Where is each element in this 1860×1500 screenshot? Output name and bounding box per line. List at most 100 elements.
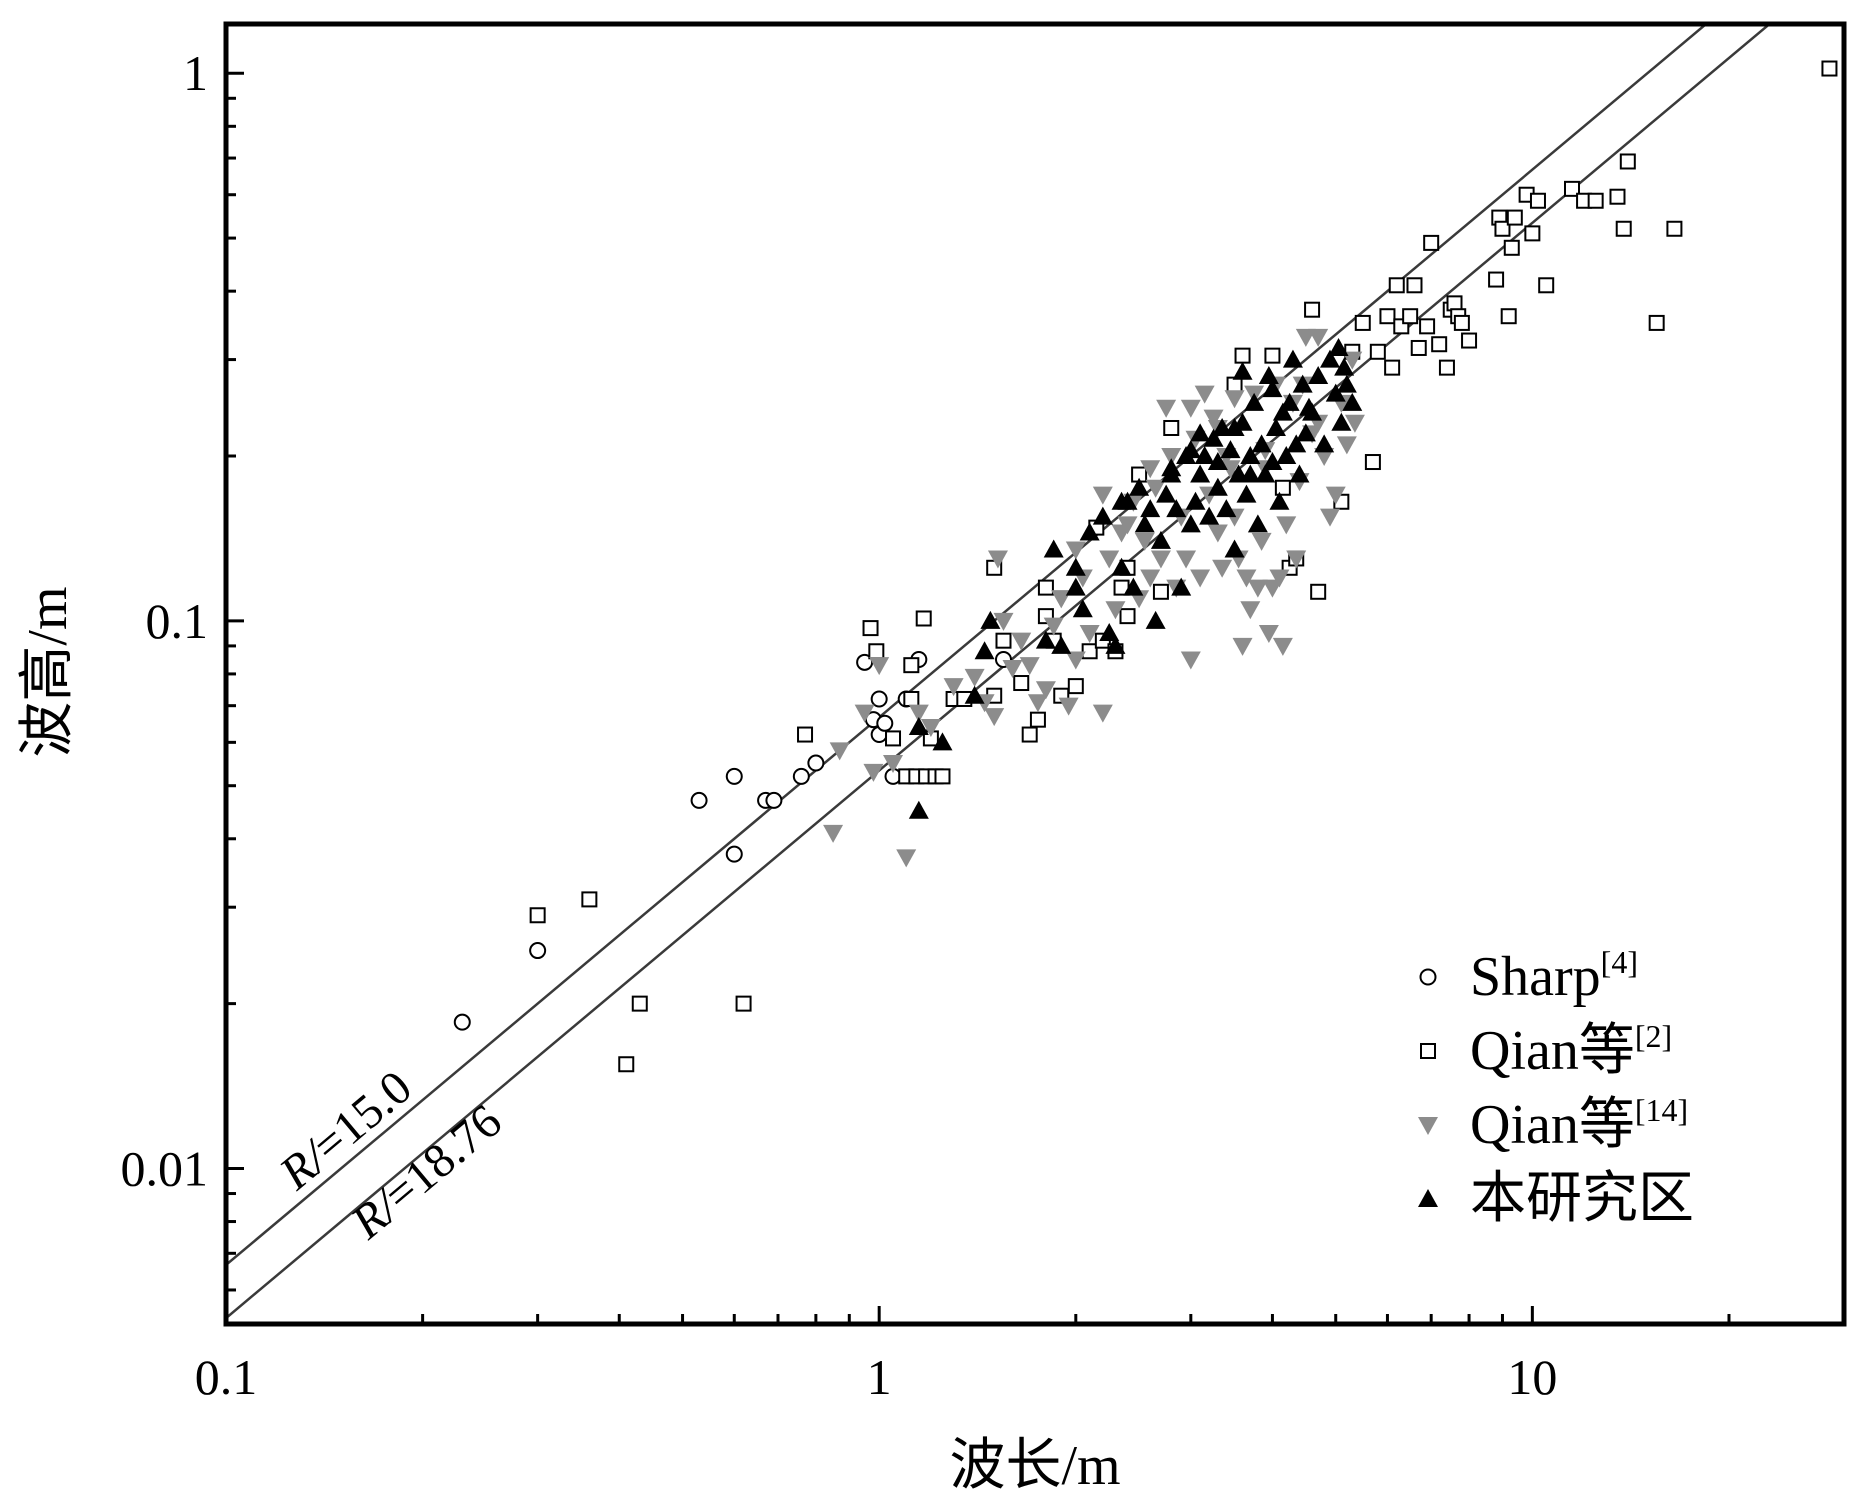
data-point-series-2 [1079,625,1100,644]
data-point-series-3 [1092,506,1113,525]
data-point-series-3 [1220,440,1241,459]
data-point-series-3 [1224,417,1245,436]
data-point-series-3 [1111,557,1132,576]
data-point-series-1 [1615,220,1632,237]
data-point-series-2 [908,704,929,723]
data-point-series-3 [1051,635,1072,654]
data-point-series-3 [1308,365,1329,384]
data-point-series-2 [1236,569,1257,588]
data-point-series-3 [1161,458,1182,477]
data-point-series-0 [792,767,810,785]
data-point-series-2 [1251,532,1272,551]
data-point-series-3 [1099,623,1120,642]
data-point-series-1 [581,891,598,908]
data-point-series-3 [1286,434,1307,453]
data-point-series-1 [1013,675,1030,692]
data-point-series-2 [1212,559,1233,578]
data-point-series-0 [807,754,825,772]
data-point-series-0 [453,1013,471,1031]
data-point-series-3 [1328,337,1349,356]
data-point-series-3 [1035,630,1056,649]
data-point-series-1 [1406,277,1423,294]
data-point-series-3 [1150,530,1171,549]
data-point-series-1 [1067,678,1084,695]
y-tick-label: 1 [183,45,208,101]
data-point-series-3 [1262,379,1283,398]
data-point-series-3 [1314,434,1335,453]
data-point-series-3 [1190,464,1211,483]
data-point-series-1 [1369,343,1386,360]
data-point-series-2 [1325,486,1346,505]
data-point-series-2 [964,668,985,687]
legend-marker [1418,1117,1438,1135]
data-point-series-1 [618,1056,635,1073]
data-point-series-3 [1199,506,1220,525]
data-point-series-1 [1494,220,1511,237]
data-point-series-2 [1286,550,1307,569]
data-point-series-1 [885,730,902,747]
data-point-series-2 [1180,651,1201,670]
data-point-series-1 [1021,726,1038,743]
axis-ticks: 0.1 1 10 0.01 0.1 1 [121,45,1846,1405]
legend-label: Qian等[2] [1470,1018,1672,1082]
data-point-series-1 [631,995,648,1012]
data-point-series-3 [1207,452,1228,471]
data-point-series-3 [1336,374,1357,393]
data-point-series-1 [1388,277,1405,294]
data-point-series-2 [1176,550,1197,569]
data-point-series-1 [903,657,920,674]
data-point-series-1 [934,768,951,785]
data-point-series-2 [943,678,964,697]
data-point-series-1 [1619,153,1636,170]
data-point-series-1 [1438,359,1455,376]
data-point-series-2 [854,704,875,723]
y-tick-label: 0.01 [121,1140,209,1196]
data-point-series-1 [1538,277,1555,294]
data-point-series-3 [1166,499,1187,518]
data-points [453,60,1838,1073]
data-point-series-3 [1111,491,1132,510]
data-point-series-3 [1190,423,1211,442]
data-point-series-2 [1111,524,1132,543]
data-point-series-3 [1244,392,1265,411]
data-point-series-3 [1180,514,1201,533]
data-point-series-1 [1410,339,1427,356]
data-point-series-3 [1145,610,1166,629]
data-point-series-1 [1423,234,1440,251]
data-point-series-3 [1342,392,1363,411]
data-point-series-2 [1258,625,1279,644]
data-point-series-2 [1065,651,1086,670]
data-point-series-1 [1234,347,1251,364]
data-point-series-1 [1152,583,1169,600]
legend: Sharp[4] Qian等[2] Qian等[14] 本研究区 [1418,944,1694,1230]
data-point-series-3 [1043,539,1064,558]
data-point-series-3 [1247,514,1268,533]
data-point-series-1 [1609,188,1626,205]
data-point-series-1 [903,690,920,707]
data-point-series-1 [1364,454,1381,471]
data-point-series-3 [908,716,929,735]
data-point-series-0 [725,845,743,863]
data-point-series-1 [529,907,546,924]
data-point-series-2 [993,612,1014,631]
data-point-series-1 [1524,225,1541,242]
data-point-series-1 [1304,301,1321,318]
y-tick-label: 0.1 [146,593,209,649]
data-point-series-1 [1163,419,1180,436]
data-point-series-1 [862,620,879,637]
data-point-series-1 [1119,608,1136,625]
data-point-series-1 [1453,314,1470,331]
data-point-series-3 [1171,577,1192,596]
data-point-series-2 [1247,579,1268,598]
data-point-series-3 [1134,514,1155,533]
data-point-series-2 [1194,385,1215,404]
x-tick-label: 1 [867,1349,892,1405]
data-point-series-2 [1308,328,1329,347]
data-point-series-3 [1292,374,1313,393]
data-point-series-2 [1134,532,1155,551]
data-point-series-3 [932,732,953,751]
data-point-series-3 [1258,365,1279,384]
data-point-series-3 [1302,402,1323,421]
data-point-series-3 [1065,557,1086,576]
